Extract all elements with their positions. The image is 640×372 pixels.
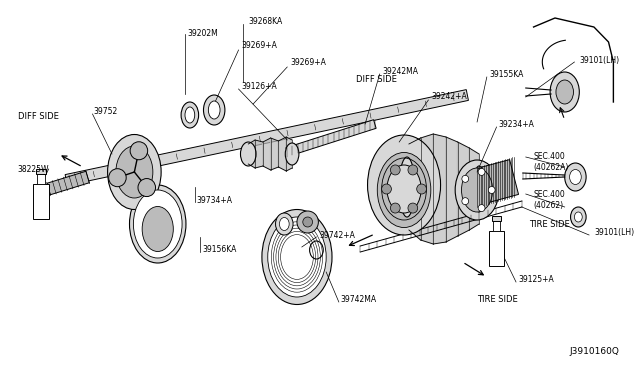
Text: 39242+A: 39242+A [431,92,467,100]
Polygon shape [263,138,271,170]
Bar [8,18,553,364]
Circle shape [130,142,148,160]
Ellipse shape [550,72,579,112]
Bar [492,216,501,221]
Circle shape [390,203,400,213]
Text: 39101(LH): 39101(LH) [594,228,634,237]
Ellipse shape [209,101,220,119]
Circle shape [478,169,485,176]
Circle shape [462,198,468,205]
Polygon shape [433,134,446,244]
Text: 39101(LH): 39101(LH) [579,55,620,64]
Text: 39269+A: 39269+A [241,41,277,49]
Circle shape [408,203,418,213]
Circle shape [417,184,426,194]
Text: (40262): (40262) [534,201,564,209]
Text: 39155KA: 39155KA [490,70,524,78]
Text: 39742+A: 39742+A [319,231,355,240]
Text: 39734+A: 39734+A [196,196,233,205]
Text: 39126+A: 39126+A [241,81,277,90]
Text: 39742MA: 39742MA [340,295,377,305]
Ellipse shape [241,142,256,166]
Text: TIRE SIDE: TIRE SIDE [529,219,570,228]
Ellipse shape [399,157,415,217]
Polygon shape [420,134,433,244]
Ellipse shape [268,217,326,297]
Text: SEC.400: SEC.400 [534,189,565,199]
Polygon shape [286,120,376,156]
Polygon shape [278,137,286,171]
Bar [37,174,45,184]
Polygon shape [248,140,255,168]
Text: 38225W: 38225W [17,164,49,173]
Circle shape [488,186,495,193]
Ellipse shape [133,190,182,258]
Polygon shape [47,171,90,195]
Ellipse shape [185,107,195,123]
Polygon shape [469,148,479,230]
Text: TIRE SIDE: TIRE SIDE [477,295,518,305]
Ellipse shape [262,209,332,305]
Ellipse shape [570,207,586,227]
Ellipse shape [575,212,582,222]
Bar [33,184,49,219]
Ellipse shape [564,163,586,191]
Bar [493,221,500,231]
Circle shape [109,169,126,187]
Circle shape [408,165,418,175]
Bar [520,18,615,364]
Ellipse shape [455,160,499,220]
Text: 39125+A: 39125+A [518,275,554,283]
Circle shape [303,217,312,227]
Text: 39202M: 39202M [187,29,218,38]
Circle shape [297,211,318,233]
Circle shape [138,179,156,196]
Circle shape [381,184,392,194]
Circle shape [390,165,400,175]
Circle shape [462,175,468,182]
Ellipse shape [181,102,198,128]
Polygon shape [271,138,278,170]
Ellipse shape [276,213,293,235]
Text: (40262A): (40262A) [534,163,569,171]
Text: 39268KA: 39268KA [248,16,282,26]
Ellipse shape [556,80,573,104]
Polygon shape [472,160,518,204]
Polygon shape [409,138,420,240]
Polygon shape [446,137,458,242]
Circle shape [478,205,485,212]
Ellipse shape [116,146,153,198]
Polygon shape [65,90,468,185]
Text: 39234+A: 39234+A [499,119,534,128]
Text: 39156KA: 39156KA [202,246,237,254]
Polygon shape [255,140,263,168]
Ellipse shape [142,206,173,251]
Ellipse shape [129,185,186,263]
Ellipse shape [204,95,225,125]
Ellipse shape [367,135,440,235]
Text: 39752: 39752 [93,106,118,115]
Bar [489,231,504,266]
Polygon shape [458,142,469,236]
Ellipse shape [570,170,581,185]
Ellipse shape [285,143,299,165]
Ellipse shape [378,153,431,228]
Text: 39269+A: 39269+A [290,58,326,67]
Polygon shape [286,137,292,171]
Text: 39242MA: 39242MA [383,67,419,76]
Text: DIFF SIDE: DIFF SIDE [356,74,397,83]
Ellipse shape [461,168,493,212]
Ellipse shape [387,165,421,213]
Text: J3910160Q: J3910160Q [570,347,620,356]
Text: SEC.400: SEC.400 [534,151,565,160]
Ellipse shape [473,166,485,212]
Bar [36,169,46,174]
Ellipse shape [280,218,289,231]
Text: DIFF SIDE: DIFF SIDE [17,112,58,121]
Ellipse shape [108,135,161,209]
